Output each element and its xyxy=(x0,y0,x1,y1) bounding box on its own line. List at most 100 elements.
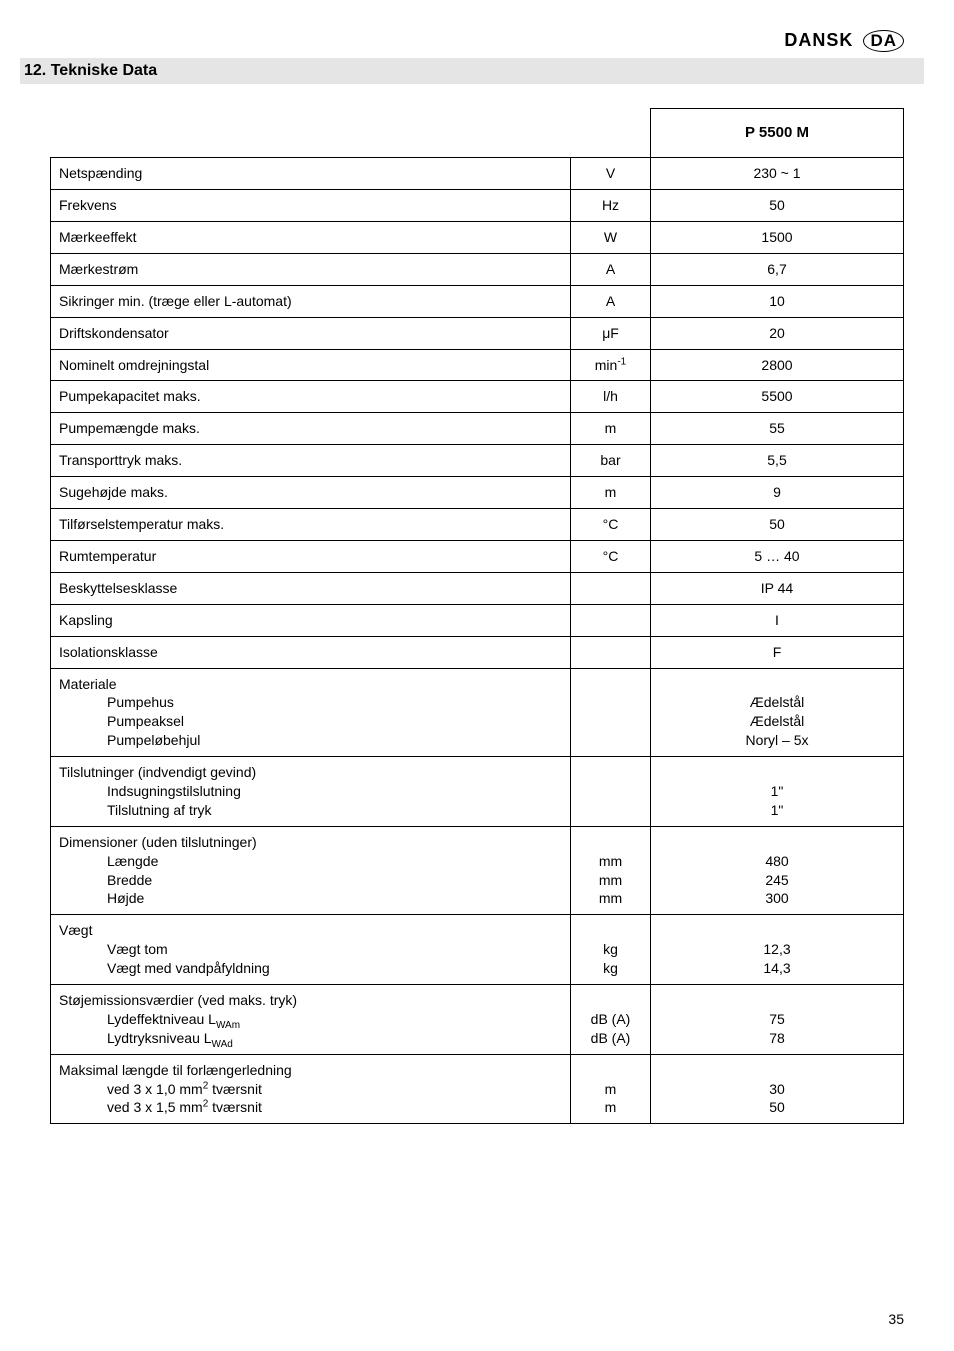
cell-value: 5 … 40 xyxy=(651,540,904,572)
sub-item: Bredde xyxy=(59,871,562,890)
cell-value: 2800 xyxy=(651,349,904,381)
cell-unit: μF xyxy=(571,317,651,349)
table-row: Sugehøjde maks.m9 xyxy=(51,477,904,509)
cell-unit: min-1 xyxy=(571,349,651,381)
tech-data-table: P 5500 M NetspændingV230 ~ 1FrekvensHz50… xyxy=(50,108,904,1124)
cell-value: 12,3 14,3 xyxy=(651,915,904,985)
row-label: Materiale xyxy=(59,676,117,692)
table-row: Vægt Vægt tom Vægt med vandpåfyldning kg… xyxy=(51,915,904,985)
cell-label: Driftskondensator xyxy=(51,317,571,349)
cell-label: Materiale Pumpehus Pumpeaksel Pumpeløbeh… xyxy=(51,668,571,757)
cell-label: Vægt Vægt tom Vægt med vandpåfyldning xyxy=(51,915,571,985)
table-row: Tilførselstemperatur maks.°C50 xyxy=(51,509,904,541)
sub-unit: kg xyxy=(603,960,618,976)
sub-value: 480 xyxy=(765,853,788,869)
table-row: MærkestrømA6,7 xyxy=(51,253,904,285)
cell-value: 75 78 xyxy=(651,984,904,1054)
cell-value: 50 xyxy=(651,509,904,541)
sub-value: 14,3 xyxy=(763,960,790,976)
cell-unit: bar xyxy=(571,445,651,477)
row-label: Dimensioner (uden tilslutninger) xyxy=(59,834,257,850)
row-label: Vægt xyxy=(59,922,92,938)
table-row: Tilslutninger (indvendigt gevind) Indsug… xyxy=(51,757,904,827)
row-label: Støjemissionsværdier (ved maks. tryk) xyxy=(59,992,297,1008)
row-label: Tilslutninger (indvendigt gevind) xyxy=(59,764,256,780)
cell-value: 6,7 xyxy=(651,253,904,285)
cell-value: 1500 xyxy=(651,222,904,254)
sub-unit: mm xyxy=(599,853,622,869)
sub-unit: dB (A) xyxy=(591,1011,631,1027)
cell-label: Isolationsklasse xyxy=(51,636,571,668)
sub-item: Pumpeløbehjul xyxy=(59,731,562,750)
cell-unit: A xyxy=(571,285,651,317)
cell-value: 20 xyxy=(651,317,904,349)
cell-unit xyxy=(571,668,651,757)
cell-unit: dB (A) dB (A) xyxy=(571,984,651,1054)
cell-unit: W xyxy=(571,222,651,254)
cell-label: Transporttryk maks. xyxy=(51,445,571,477)
cell-value: 5500 xyxy=(651,381,904,413)
table-header-row: P 5500 M xyxy=(51,109,904,158)
cell-label: Kapsling xyxy=(51,604,571,636)
table-row: Rumtemperatur°C5 … 40 xyxy=(51,540,904,572)
sub-value: Ædelstål xyxy=(750,713,804,729)
cell-label: Rumtemperatur xyxy=(51,540,571,572)
cell-label: Pumpekapacitet maks. xyxy=(51,381,571,413)
sub-item: Lydeffektniveau LWAm xyxy=(59,1010,562,1029)
cell-unit: l/h xyxy=(571,381,651,413)
empty-cell xyxy=(571,109,651,158)
cell-label: Pumpemængde maks. xyxy=(51,413,571,445)
cell-label: Tilslutninger (indvendigt gevind) Indsug… xyxy=(51,757,571,827)
table-row: Materiale Pumpehus Pumpeaksel Pumpeløbeh… xyxy=(51,668,904,757)
cell-unit: V xyxy=(571,158,651,190)
cell-value: I xyxy=(651,604,904,636)
table-row: Transporttryk maks.bar5,5 xyxy=(51,445,904,477)
cell-value: 230 ~ 1 xyxy=(651,158,904,190)
table-row: Pumpekapacitet maks.l/h5500 xyxy=(51,381,904,413)
cell-label: Sikringer min. (træge eller L-automat) xyxy=(51,285,571,317)
sub-item: ved 3 x 1,5 mm2 tværsnit xyxy=(59,1098,562,1117)
cell-unit xyxy=(571,636,651,668)
sub-item: Tilslutning af tryk xyxy=(59,801,562,820)
cell-unit: Hz xyxy=(571,190,651,222)
sub-value: 75 xyxy=(769,1011,785,1027)
sub-item: Vægt med vandpåfyldning xyxy=(59,959,562,978)
sub-value: Ædelstål xyxy=(750,694,804,710)
lang-label: DANSK xyxy=(784,30,853,50)
cell-value: 50 xyxy=(651,190,904,222)
sub-unit: m xyxy=(605,1081,617,1097)
cell-label: Mærkeeffekt xyxy=(51,222,571,254)
cell-label: Mærkestrøm xyxy=(51,253,571,285)
cell-value: 55 xyxy=(651,413,904,445)
sub-value: 300 xyxy=(765,890,788,906)
table-row: Støjemissionsværdier (ved maks. tryk) Ly… xyxy=(51,984,904,1054)
sub-item: Vægt tom xyxy=(59,940,562,959)
cell-label: Netspænding xyxy=(51,158,571,190)
cell-unit: °C xyxy=(571,540,651,572)
sub-unit: m xyxy=(605,1099,617,1115)
table-row: Sikringer min. (træge eller L-automat)A1… xyxy=(51,285,904,317)
cell-unit: m xyxy=(571,413,651,445)
sub-value: 30 xyxy=(769,1081,785,1097)
table-row: Pumpemængde maks.m55 xyxy=(51,413,904,445)
table-row: IsolationsklasseF xyxy=(51,636,904,668)
sub-item: Pumpehus xyxy=(59,693,562,712)
cell-value: 10 xyxy=(651,285,904,317)
sub-value: 1" xyxy=(771,783,784,799)
section-heading: 12. Tekniske Data xyxy=(20,58,924,84)
cell-unit: kg kg xyxy=(571,915,651,985)
cell-label: Nominelt omdrejningstal xyxy=(51,349,571,381)
page-number: 35 xyxy=(888,1311,904,1327)
cell-unit xyxy=(571,757,651,827)
model-header: P 5500 M xyxy=(651,109,904,158)
cell-unit: °C xyxy=(571,509,651,541)
cell-unit: A xyxy=(571,253,651,285)
cell-unit xyxy=(571,572,651,604)
table-row: FrekvensHz50 xyxy=(51,190,904,222)
table-row: Dimensioner (uden tilslutninger) Længde … xyxy=(51,826,904,915)
cell-label: Maksimal længde til forlængerledning ved… xyxy=(51,1054,571,1124)
cell-value: 5,5 xyxy=(651,445,904,477)
sub-value: 12,3 xyxy=(763,941,790,957)
cell-label: Tilførselstemperatur maks. xyxy=(51,509,571,541)
sub-item: Indsugningstilslutning xyxy=(59,782,562,801)
